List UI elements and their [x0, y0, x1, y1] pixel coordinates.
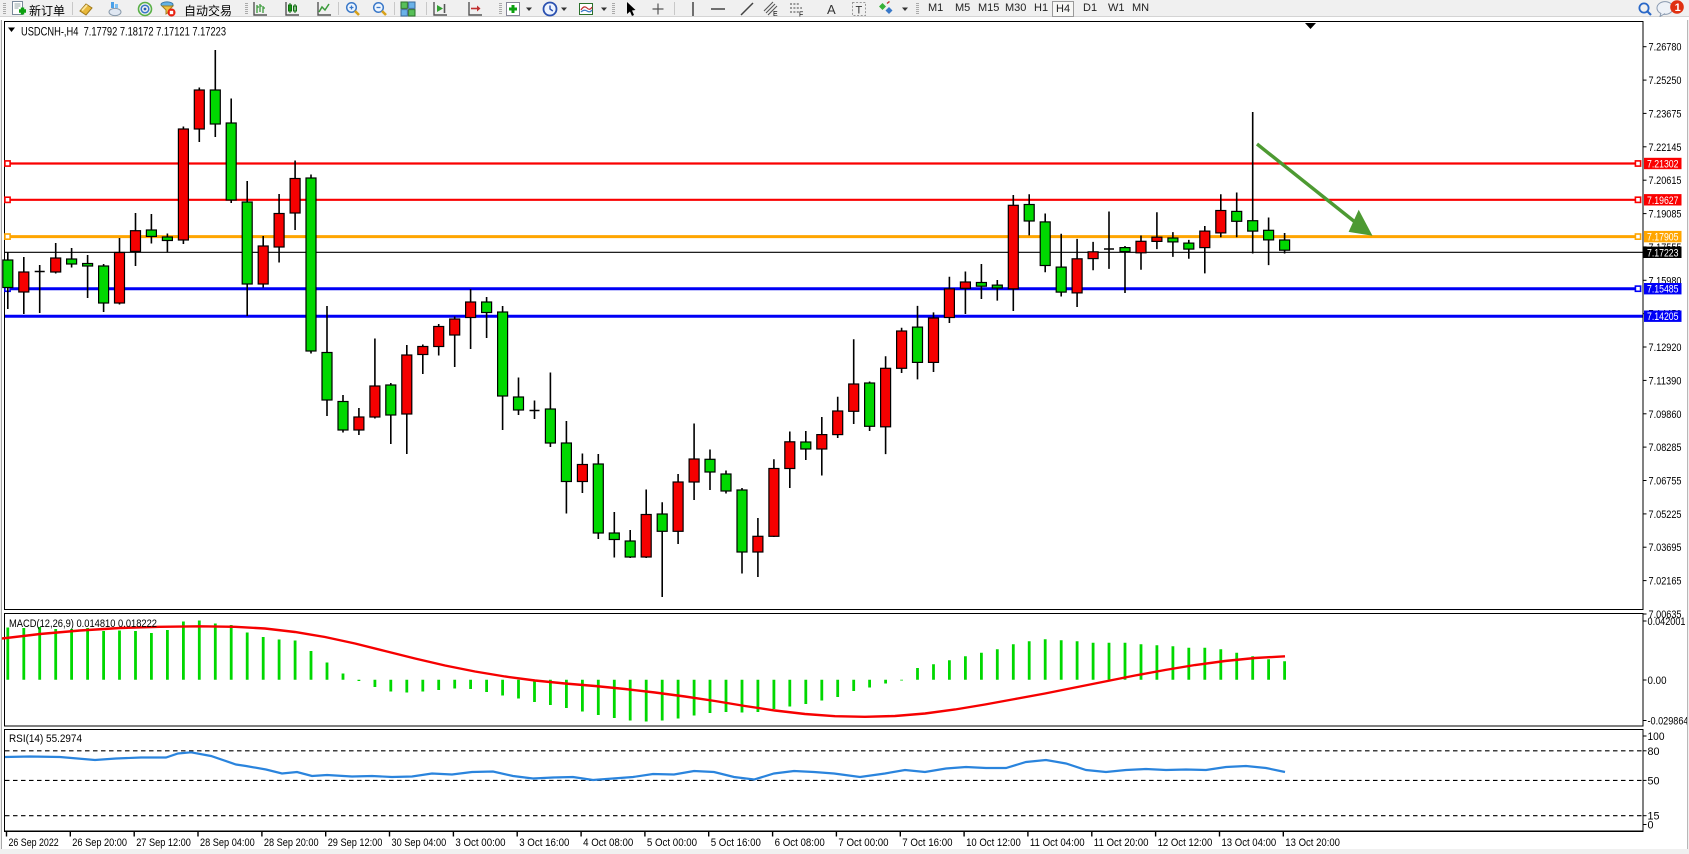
svg-text:4 Oct 08:00: 4 Oct 08:00 [583, 837, 633, 849]
svg-text:1: 1 [1675, 2, 1681, 14]
svg-text:7.19085: 7.19085 [1649, 209, 1682, 221]
svg-text:28 Sep 04:00: 28 Sep 04:00 [200, 837, 255, 849]
svg-text:100: 100 [1648, 731, 1665, 743]
svg-text:7.08285: 7.08285 [1649, 442, 1682, 454]
svg-text:7.06755: 7.06755 [1649, 476, 1682, 488]
svg-text:7.02165: 7.02165 [1649, 576, 1682, 588]
svg-text:6 Oct 08:00: 6 Oct 08:00 [775, 837, 825, 849]
svg-text:80: 80 [1648, 746, 1660, 758]
svg-text:7.19627: 7.19627 [1647, 195, 1679, 207]
svg-text:7.26780: 7.26780 [1649, 42, 1682, 54]
svg-text:28 Sep 20:00: 28 Sep 20:00 [264, 837, 319, 849]
svg-text:7.00635: 7.00635 [1649, 609, 1682, 621]
svg-text:7.09860: 7.09860 [1649, 409, 1682, 421]
svg-text:12 Oct 12:00: 12 Oct 12:00 [1158, 837, 1213, 849]
svg-text:13 Oct 20:00: 13 Oct 20:00 [1285, 837, 1340, 849]
svg-text:30 Sep 04:00: 30 Sep 04:00 [392, 837, 447, 849]
svg-text:MACD(12,26,9) 0.014810 0.01822: MACD(12,26,9) 0.014810 0.018222 [9, 618, 157, 630]
svg-text:11 Oct 20:00: 11 Oct 20:00 [1094, 837, 1149, 849]
svg-text:-0.029864: -0.029864 [1648, 716, 1689, 728]
svg-text:E: E [773, 11, 778, 17]
svg-text:7.05225: 7.05225 [1649, 509, 1682, 521]
svg-text:7.17905: 7.17905 [1647, 232, 1679, 244]
svg-text:7.25250: 7.25250 [1649, 75, 1682, 87]
svg-text:0.00: 0.00 [1648, 675, 1667, 687]
svg-text:A: A [827, 2, 836, 17]
svg-text:5 Oct 00:00: 5 Oct 00:00 [647, 837, 697, 849]
svg-text:RSI(14) 55.2974: RSI(14) 55.2974 [9, 733, 82, 745]
svg-text:7.12920: 7.12920 [1649, 342, 1682, 354]
svg-text:7 Oct 00:00: 7 Oct 00:00 [838, 837, 888, 849]
svg-text:7.21302: 7.21302 [1647, 159, 1679, 171]
svg-text:26 Sep 2022: 26 Sep 2022 [9, 837, 59, 849]
svg-text:27 Sep 12:00: 27 Sep 12:00 [136, 837, 191, 849]
svg-text:7.17223: 7.17223 [1647, 247, 1679, 259]
svg-text:7.20615: 7.20615 [1649, 175, 1682, 187]
svg-text:7.14205: 7.14205 [1647, 311, 1679, 323]
svg-text:13 Oct 04:00: 13 Oct 04:00 [1222, 837, 1277, 849]
svg-text:7.22145: 7.22145 [1649, 142, 1682, 154]
svg-text:10 Oct 12:00: 10 Oct 12:00 [966, 837, 1021, 849]
svg-text:11 Oct 04:00: 11 Oct 04:00 [1030, 837, 1085, 849]
svg-text:T: T [856, 5, 863, 17]
svg-text:3 Oct 16:00: 3 Oct 16:00 [519, 837, 569, 849]
svg-text:29 Sep 12:00: 29 Sep 12:00 [328, 837, 383, 849]
svg-text:USDCNH-,H4 7.17792 7.18172 7.: USDCNH-,H4 7.17792 7.18172 7.17121 7.172… [21, 25, 226, 39]
svg-text:7.03695: 7.03695 [1649, 542, 1682, 554]
svg-text:15: 15 [1648, 811, 1660, 823]
svg-text:5 Oct 16:00: 5 Oct 16:00 [711, 837, 761, 849]
svg-text:0.042001: 0.042001 [1648, 616, 1686, 628]
svg-text:0: 0 [1648, 820, 1654, 832]
svg-text:3 Oct 00:00: 3 Oct 00:00 [455, 837, 505, 849]
svg-text:7.23675: 7.23675 [1649, 108, 1682, 120]
svg-text:7.15485: 7.15485 [1647, 284, 1679, 296]
svg-text:50: 50 [1648, 775, 1660, 787]
svg-text:7 Oct 16:00: 7 Oct 16:00 [902, 837, 952, 849]
svg-text:7.11390: 7.11390 [1649, 375, 1682, 387]
svg-text:F: F [799, 12, 803, 18]
svg-text:26 Sep 20:00: 26 Sep 20:00 [72, 837, 127, 849]
